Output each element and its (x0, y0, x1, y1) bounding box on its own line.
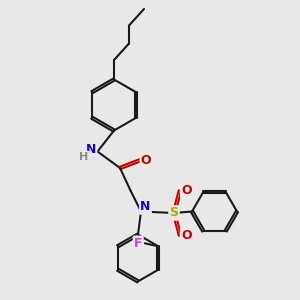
Text: H: H (80, 152, 88, 162)
Text: O: O (141, 154, 152, 167)
Text: O: O (181, 184, 192, 197)
Text: S: S (169, 206, 178, 220)
Text: O: O (181, 229, 192, 242)
Text: F: F (134, 237, 142, 250)
Text: N: N (140, 200, 151, 214)
Text: N: N (86, 142, 96, 156)
